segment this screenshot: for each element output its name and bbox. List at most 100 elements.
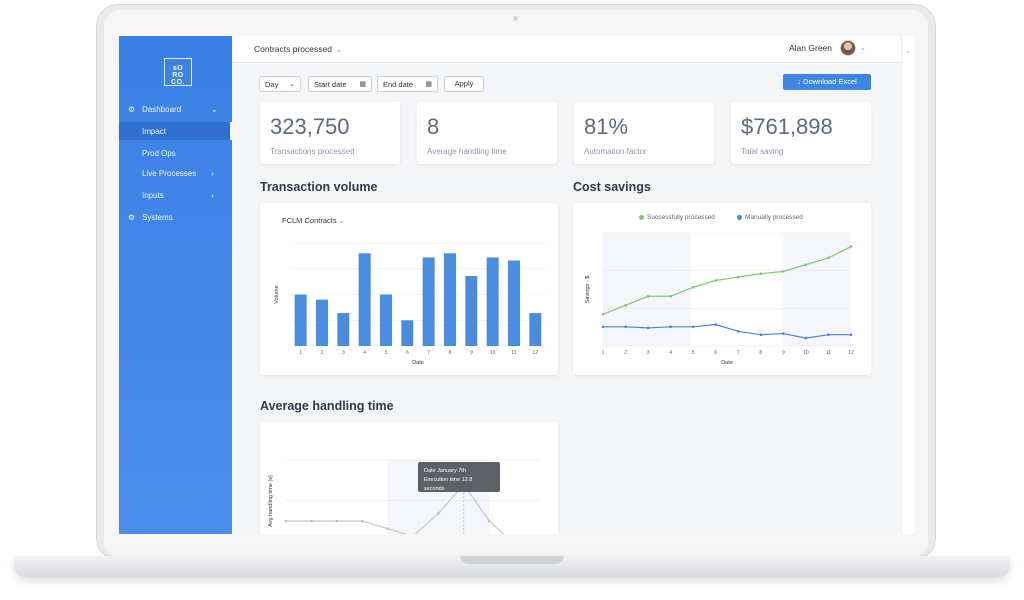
download-excel-button[interactable]: ↓ Download Excel: [783, 74, 871, 90]
start-date-input[interactable]: Start date ▦: [308, 76, 372, 92]
data-point: [624, 304, 627, 307]
bar: [380, 294, 392, 346]
legend-manually-processed[interactable]: Manually processed: [737, 214, 803, 221]
top-bar: Contracts processed ⌄ Alan Green ⌄: [232, 36, 901, 63]
data-point: [714, 279, 718, 282]
kpi-card-handling-time: 8 Average handling time: [417, 102, 557, 164]
data-point: [827, 333, 830, 336]
shaded-band: [783, 233, 851, 346]
x-tick-label: 6: [406, 350, 409, 356]
kpi-label: Automation factor: [584, 147, 647, 156]
end-date-input[interactable]: End date ▦: [377, 76, 438, 92]
user-name[interactable]: Alan Green: [789, 43, 832, 53]
kpi-value: $761,898: [741, 114, 833, 139]
data-point: [804, 336, 808, 340]
bar: [401, 320, 414, 346]
sidebar-item-systems[interactable]: ⚙ Systems: [119, 208, 232, 226]
data-point: [669, 325, 672, 329]
data-point: [804, 263, 808, 266]
y-axis-title: Volume: [274, 285, 280, 303]
x-tick-label: 8: [449, 350, 452, 356]
bar: [337, 313, 350, 346]
laptop-notch: [460, 556, 564, 564]
gear-icon: ⚙: [128, 104, 136, 114]
data-point: [714, 323, 718, 326]
bar: [422, 257, 435, 346]
cost-savings-card: Successfully processed Manually processe…: [573, 203, 871, 375]
period-select[interactable]: Day ⌄: [259, 76, 301, 92]
apply-button[interactable]: Apply: [444, 76, 484, 92]
x-tick-label: 1: [299, 350, 302, 356]
page-selector[interactable]: Contracts processed ⌄: [254, 44, 342, 54]
data-point: [782, 270, 785, 273]
series-line: [603, 323, 851, 339]
x-tick-label: 6: [714, 350, 717, 356]
camera-icon: [513, 16, 518, 21]
data-point: [849, 333, 853, 336]
x-axis-title: Date: [721, 360, 733, 366]
bar: [508, 260, 520, 346]
data-point: [601, 313, 605, 316]
x-tick-label: 7: [737, 350, 740, 356]
data-point: [669, 294, 672, 298]
section-title-transaction-volume: Transaction volume: [260, 180, 378, 194]
chevron-down-icon: ⌄: [211, 104, 218, 114]
chevron-right-icon: ›: [211, 168, 214, 178]
chevron-down-icon[interactable]: ⌄: [905, 48, 911, 55]
data-point: [360, 519, 364, 523]
kpi-card-total-saving: $761,898 Total saving: [731, 102, 871, 164]
laptop-base: [14, 556, 1010, 578]
x-tick-label: 10: [490, 350, 496, 356]
sidebar-item-dashboard[interactable]: ⚙ Dashboard ⌄: [119, 100, 232, 118]
kpi-card-automation: 81% Automation factor: [574, 102, 714, 164]
legend-successfully-processed[interactable]: Successfully processed: [639, 214, 715, 221]
sidebar-item-impact[interactable]: Impact: [119, 122, 232, 140]
data-point: [759, 333, 763, 336]
section-title-cost-savings: Cost savings: [573, 180, 651, 194]
data-point: [335, 519, 339, 523]
bar: [444, 253, 456, 346]
sidebar-item-inputs[interactable]: Inputs ›: [119, 186, 232, 204]
kpi-label: Average handling time: [427, 147, 507, 156]
x-tick-label: 9: [470, 350, 473, 356]
x-tick-label: 11: [511, 350, 516, 356]
kpi-value: 8: [427, 114, 440, 139]
x-tick-label: 10: [803, 350, 809, 356]
sidebar-item-prod-ops[interactable]: Prod Ops: [119, 144, 232, 162]
transaction-volume-card: FCLM Contracts ⌄ 1 2 3 4 5 6 7 8 9 10 11 12 Date Volu…: [260, 203, 558, 375]
x-axis-title: Date: [412, 360, 424, 366]
bar: [294, 294, 307, 346]
sidebar-item-live-processes[interactable]: Live Processes ›: [119, 164, 232, 182]
kpi-label: Transactions processed: [270, 147, 355, 156]
avg-handling-chart: Avg handling time (s): [268, 459, 540, 534]
sidebar-item-label: Impact: [142, 126, 167, 136]
avg-handling-card: Avg handling time (s) Date January 7th E…: [260, 422, 558, 534]
bar: [316, 299, 328, 346]
gear-icon: ⚙: [128, 212, 136, 222]
sidebar-item-label: Systems: [142, 212, 173, 222]
calendar-icon: ▦: [359, 81, 366, 88]
calendar-icon: ▦: [425, 81, 432, 88]
chevron-down-icon[interactable]: ⌄: [860, 45, 866, 52]
x-tick-label: 4: [669, 350, 672, 356]
data-point: [386, 527, 389, 530]
data-point: [736, 330, 740, 333]
bar: [358, 253, 371, 346]
avatar[interactable]: [840, 40, 856, 56]
x-tick-label: 5: [692, 350, 695, 356]
data-point: [646, 326, 650, 330]
legend-dot: [737, 214, 742, 220]
chart-dataset-select[interactable]: FCLM Contracts ⌄: [282, 216, 345, 225]
x-tick-label: 1: [602, 350, 605, 356]
logo[interactable]: sO RO CO.: [164, 58, 192, 86]
chart-tooltip: Date January 7th Execution time 12.8 sec…: [418, 462, 500, 492]
x-tick-label: 7: [427, 350, 430, 356]
kpi-label: Total saving: [741, 147, 784, 156]
y-axis-title: Savings - $: [585, 276, 591, 304]
chevron-down-icon: ⌄: [289, 81, 295, 88]
data-point: [437, 512, 440, 515]
sidebar-item-label: Prod Ops: [142, 148, 176, 158]
kpi-card-transactions: 323,750 Transactions processed: [260, 102, 400, 164]
x-tick-label: 4: [363, 350, 366, 356]
sidebar: sO RO CO. ⚙ Dashboard ⌄ Impact Prod Ops …: [119, 36, 232, 534]
